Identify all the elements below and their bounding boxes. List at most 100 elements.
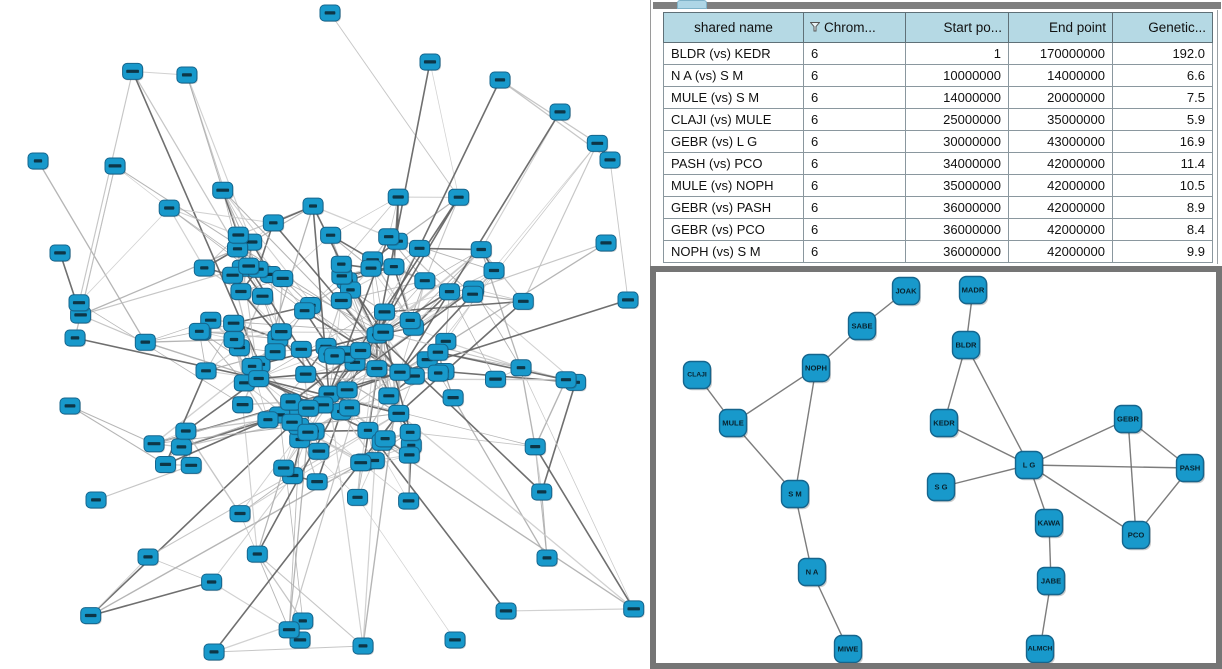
overview-network-edge[interactable] (328, 393, 536, 448)
table-cell[interactable]: 20000000 (1008, 86, 1113, 109)
overview-network-node[interactable] (409, 239, 431, 258)
table-cell[interactable]: N A (vs) S M (663, 64, 804, 87)
table-row[interactable]: MULE (vs) S M 6 14000000 20000000 7.5 (663, 86, 1213, 109)
table-cell[interactable]: 14000000 (905, 86, 1009, 109)
detail-network-node-SM[interactable]: S M (780, 479, 811, 510)
detail-network-node-CLAJI[interactable]: CLAJI (682, 360, 713, 391)
table-cell[interactable]: 34000000 (905, 152, 1009, 175)
table-cell[interactable]: 6 (803, 108, 906, 131)
table-cell[interactable]: 6 (803, 152, 906, 175)
overview-network-node[interactable] (195, 362, 217, 380)
overview-network-edge[interactable] (90, 556, 149, 616)
table-cell[interactable]: GEBR (vs) L G (663, 130, 804, 153)
overview-network-edge[interactable] (256, 467, 285, 555)
overview-network-node[interactable] (137, 548, 159, 566)
overview-network-node[interactable] (270, 323, 293, 341)
detail-network-edge-BLDR-LG[interactable] (965, 344, 1030, 466)
table-row[interactable]: GEBR (vs) PASH 6 36000000 42000000 8.9 (663, 196, 1213, 219)
overview-network-node[interactable] (246, 545, 269, 564)
overview-network-node[interactable] (227, 226, 250, 245)
detail-network-node-JOAK[interactable]: JOAK (891, 276, 922, 307)
overview-network-node[interactable] (264, 343, 287, 361)
overview-network-edge[interactable] (78, 207, 170, 304)
overview-network-node[interactable] (442, 389, 465, 407)
overview-network-edge[interactable] (288, 432, 309, 630)
table-cell[interactable]: 36000000 (905, 240, 1009, 263)
detail-network-node-LG[interactable]: L G (1014, 450, 1045, 481)
detail-network-edge-SG-LG[interactable] (940, 464, 1030, 488)
overview-network-node[interactable] (188, 322, 211, 341)
overview-network-edge[interactable] (499, 79, 598, 144)
overview-network-edge[interactable] (316, 411, 343, 482)
table-cell[interactable]: NOPH (vs) S M (663, 240, 804, 263)
overview-network-canvas[interactable] (0, 0, 650, 669)
table-cell[interactable]: 6 (803, 130, 906, 153)
overview-network-node[interactable] (374, 430, 397, 448)
overview-network-edge[interactable] (410, 431, 536, 448)
detail-network-edge-LG-PASH[interactable] (1028, 464, 1191, 469)
overview-network-edge[interactable] (520, 367, 536, 447)
detail-network-node-MADR[interactable]: MADR (958, 275, 989, 306)
overview-network-node[interactable] (483, 262, 505, 280)
overview-network-node[interactable] (201, 573, 223, 592)
overview-network-edge[interactable] (330, 196, 399, 236)
overview-network-edge[interactable] (424, 197, 460, 282)
overview-network-edge[interactable] (480, 111, 561, 250)
overview-network-node[interactable] (360, 259, 382, 278)
overview-network-edge[interactable] (256, 553, 290, 630)
table-cell[interactable]: 8.4 (1112, 218, 1213, 241)
overview-network-node[interactable] (398, 492, 420, 510)
overview-network-node[interactable] (419, 53, 441, 71)
overview-network-node[interactable] (378, 228, 400, 246)
overview-network-node[interactable] (387, 188, 410, 207)
overview-network-node[interactable] (233, 374, 256, 392)
column-header-shared-name[interactable]: shared name (663, 12, 804, 43)
overview-network-node[interactable] (104, 157, 126, 175)
overview-network-node[interactable] (510, 359, 532, 377)
table-cell[interactable]: 6 (803, 64, 906, 87)
overview-network-edge[interactable] (185, 430, 241, 514)
overview-network-edge[interactable] (522, 143, 598, 302)
table-cell[interactable]: 9.9 (1112, 240, 1213, 263)
overview-network-edge[interactable] (376, 79, 501, 336)
overview-network-edge[interactable] (147, 556, 212, 583)
table-cell[interactable]: 6 (803, 174, 906, 197)
detail-network-node-SABE[interactable]: SABE (847, 311, 878, 342)
overview-network-node[interactable] (524, 438, 547, 456)
overview-network-node[interactable] (155, 456, 177, 474)
detail-network-node-ALMCH[interactable]: ALMCH (1025, 634, 1056, 664)
overview-network-edge[interactable] (340, 196, 399, 265)
table-cell[interactable]: 42000000 (1008, 174, 1113, 197)
detail-network-node-NA[interactable]: N A (797, 557, 828, 588)
overview-network-node[interactable] (306, 473, 329, 491)
column-header-genetic-[interactable]: Genetic... (1112, 12, 1213, 43)
table-cell[interactable]: MULE (vs) NOPH (663, 174, 804, 197)
overview-network-edge[interactable] (95, 464, 192, 501)
table-cell[interactable]: 36000000 (905, 218, 1009, 241)
overview-network-node[interactable] (439, 283, 461, 301)
overview-network-edge[interactable] (396, 196, 460, 242)
overview-network-node[interactable] (170, 438, 193, 456)
table-cell[interactable]: 14000000 (1008, 64, 1113, 87)
table-cell[interactable]: GEBR (vs) PCO (663, 218, 804, 241)
overview-network-node[interactable] (64, 329, 86, 347)
overview-network-node[interactable] (278, 621, 301, 639)
overview-network-edge[interactable] (78, 71, 134, 303)
table-cell[interactable]: 42000000 (1008, 218, 1113, 241)
overview-network-edge[interactable] (145, 338, 235, 343)
overview-network-node[interactable] (448, 188, 470, 207)
overview-network-node[interactable] (427, 364, 450, 383)
overview-network-edge[interactable] (80, 165, 116, 316)
splitter-handle[interactable] (677, 0, 707, 9)
column-header-chrom-[interactable]: Chrom... (803, 12, 906, 43)
overview-network-edge[interactable] (312, 205, 389, 238)
detail-network-node-BLDR[interactable]: BLDR (951, 330, 982, 361)
table-cell[interactable]: 42000000 (1008, 152, 1113, 175)
overview-network-edge[interactable] (329, 12, 460, 198)
overview-network-node[interactable] (295, 365, 317, 384)
overview-network-node[interactable] (617, 291, 639, 309)
table-cell[interactable]: 36000000 (905, 196, 1009, 219)
overview-network-edge[interactable] (153, 412, 399, 445)
overview-network-node[interactable] (262, 214, 285, 232)
table-cell[interactable]: 10.5 (1112, 174, 1213, 197)
